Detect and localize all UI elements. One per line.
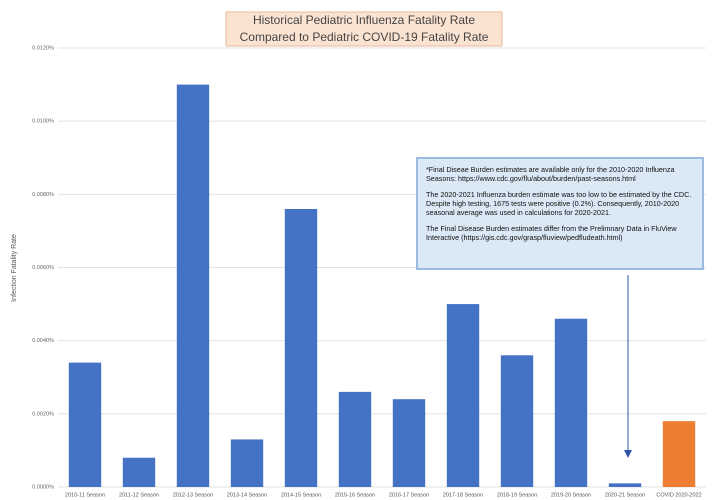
x-tick-label: 2019-20 Season <box>551 492 591 498</box>
chart-subtitle: Compared to Pediatric COVID-19 Fatality … <box>240 30 489 44</box>
x-tick-label: 2020-21 Season <box>605 492 645 498</box>
annotation-box: *Final Diseae Burden estimates are avail… <box>416 157 704 270</box>
bar <box>662 421 696 487</box>
x-tick-label: COVID 2020-2022 <box>656 492 701 498</box>
annotation-text: The Final Disease Burden estimates diffe… <box>426 223 677 243</box>
bar <box>608 483 642 487</box>
y-tick-label: 0.0120% <box>32 45 54 51</box>
bar <box>338 391 372 487</box>
x-tick-label: 2018-19 Season <box>497 492 537 498</box>
x-tick-label: 2014-15 Season <box>281 492 321 498</box>
bar <box>554 318 588 487</box>
bar <box>284 208 318 487</box>
plot: 0.0000% 0.0020% 0.0040% 0.0060% 0.0080% 0.010… <box>32 45 706 498</box>
x-tick-label: 2010-11 Season <box>65 492 105 498</box>
annotation-text: The 2020-2021 Influenza burden estimate … <box>426 189 692 218</box>
x-tick-label: 2016-17 Season <box>389 492 429 498</box>
y-tick-label: 0.0020% <box>32 411 54 417</box>
bar <box>446 304 480 487</box>
bar <box>500 355 534 487</box>
y-tick-label: 0.0000% <box>32 484 54 490</box>
chart-title: Historical Pediatric Influenza Fatality … <box>253 13 475 27</box>
y-tick-label: 0.0060% <box>32 265 54 271</box>
y-tick-label: 0.0080% <box>32 192 54 198</box>
bar <box>122 457 156 487</box>
y-tick-label: 0.0040% <box>32 338 54 344</box>
y-axis-label: Infection Fatality Rate <box>11 234 18 302</box>
title-box <box>225 11 503 47</box>
arrow-head <box>624 450 632 458</box>
x-tick-label: 2012-13 Season <box>173 492 213 498</box>
bar <box>392 399 426 487</box>
bar <box>230 439 264 487</box>
x-tick-label: 2015-16 Season <box>335 492 375 498</box>
x-tick-label: 2013-14 Season <box>227 492 267 498</box>
bar <box>68 362 102 487</box>
bar <box>176 84 210 487</box>
y-tick-label: 0.0100% <box>32 119 54 125</box>
x-tick-label: 2011-12 Season <box>119 492 159 498</box>
annotation-text: *Final Diseae Burden estimates are avail… <box>426 165 675 184</box>
x-tick-label: 2017-18 Season <box>443 492 483 498</box>
